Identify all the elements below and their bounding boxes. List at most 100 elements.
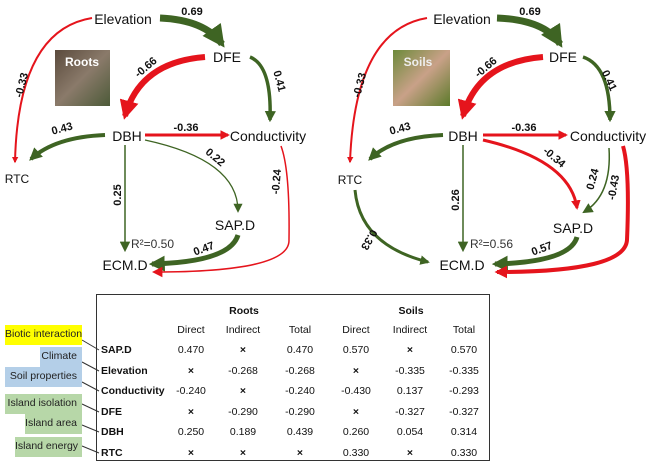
category-soil-properties: Soil properties [5, 367, 82, 387]
category-island-isolation: Island isolation [5, 394, 82, 414]
table-cell: -0.430 [341, 385, 371, 397]
node-conductivity: Conductivity [570, 128, 646, 144]
row-label: RTC [101, 446, 123, 459]
soils-diagram: Soils Elevation DFE DBH Conductivity RTC… [338, 6, 646, 279]
table-cell: × [239, 446, 247, 459]
row-label: DBH [101, 426, 124, 438]
group-header-roots: Roots [229, 305, 259, 317]
table-cell: 0.314 [450, 426, 478, 438]
coef-conductivity-ecmd: -0.24 [270, 168, 284, 195]
column-header-direct: Direct [177, 324, 205, 336]
edge-elevation-rtc [11, 17, 93, 164]
edge-dbh-rtc [368, 133, 444, 161]
coef-elevation-dfe: 0.69 [519, 6, 540, 18]
table-cell: -0.240 [285, 385, 315, 397]
edge-elevation-dfe [159, 14, 225, 48]
node-conductivity: Conductivity [230, 128, 306, 144]
column-header-indirect: Indirect [392, 324, 428, 336]
row-label: Elevation [101, 364, 148, 377]
roots-photo-label: Roots [65, 55, 99, 69]
node-dbh: DBH [448, 128, 478, 144]
node-sapd: SAP.D [215, 217, 255, 233]
table-cell: × [187, 405, 195, 418]
coef-dfe-conductivity: 0.41 [599, 68, 619, 92]
node-rtc: RTC [5, 172, 30, 186]
edge-conductivity-ecmd [151, 145, 290, 278]
table-cell: 0.189 [229, 426, 257, 438]
table-cell: × [239, 344, 247, 356]
coef-conductivity-ecmd: -0.43 [606, 174, 622, 201]
group-header-soils: Soils [398, 305, 424, 317]
table-cell: 0.330 [342, 446, 370, 459]
table-cell: 0.137 [396, 385, 424, 397]
edge-conductivity-sapd [582, 147, 611, 214]
table-cell: × [406, 446, 414, 459]
coef-elevation-rtc: -0.33 [13, 72, 31, 99]
edge-conductivity-ecmd [494, 145, 630, 279]
column-header-direct: Direct [342, 324, 370, 336]
coef-elevation-dfe: 0.69 [181, 6, 202, 18]
table-cell: 0.054 [396, 426, 424, 438]
soils-photo [393, 50, 450, 106]
category-island-energy: Island energy [15, 437, 82, 457]
table-cell: -0.335 [449, 364, 479, 377]
roots-diagram: Roots Elevation DFE DBH Conductivity RTC… [5, 6, 306, 278]
coef-rtc-ecmd: 0.33 [358, 227, 379, 252]
table-cell: 0.470 [177, 344, 205, 356]
effects-table: Roots Soils Direct Indirect Total Direct Ind… [96, 294, 490, 461]
node-sapd: SAP.D [553, 220, 593, 236]
r-squared: R²=0.50 [131, 237, 174, 251]
r-squared: R²=0.56 [470, 237, 513, 251]
node-ecmd: ECM.D [439, 257, 484, 273]
edge-elevation-dfe [496, 14, 563, 48]
node-rtc: RTC [338, 173, 363, 187]
table-cell: -0.268 [285, 364, 315, 377]
table-cell: × [187, 364, 195, 377]
coef-dbh-conductivity: -0.36 [511, 122, 536, 134]
edge-rtc-ecmd [353, 189, 430, 265]
node-elevation: Elevation [433, 11, 491, 27]
edge-dfe-dbh [457, 54, 544, 120]
coef-dbh-sapd: -0.34 [540, 145, 568, 171]
table-cell: 0.330 [450, 446, 478, 459]
table-cell: × [239, 385, 247, 397]
coef-conductivity-sapd: 0.24 [585, 166, 602, 191]
coef-dbh-ecmd: 0.26 [450, 189, 462, 210]
table-cell: 0.470 [286, 344, 314, 356]
table-cell: -0.335 [395, 364, 425, 377]
coef-dbh-ecmd: 0.25 [112, 184, 124, 205]
table-cell: -0.327 [395, 405, 425, 418]
table-cell: -0.327 [449, 405, 479, 418]
table-cell: -0.290 [228, 405, 258, 418]
row-label: SAP.D [101, 344, 132, 356]
coef-dbh-sapd: 0.22 [203, 146, 227, 169]
coef-dbh-conductivity: -0.36 [173, 122, 198, 134]
edge-dbh-rtc [29, 133, 106, 161]
table-cell: 0.439 [286, 426, 314, 438]
table-cell: -0.268 [228, 364, 258, 377]
table-cell: × [296, 446, 304, 459]
edge-dbh-sapd [144, 139, 243, 213]
edge-dfe-conductivity [249, 55, 276, 123]
table-cell: × [406, 344, 414, 356]
table-cell: -0.290 [285, 405, 315, 418]
coef-dbh-rtc: 0.43 [388, 121, 412, 138]
table-cell: 0.260 [342, 426, 370, 438]
table-cell: × [187, 446, 195, 459]
edge-dbh-sapd [482, 138, 581, 210]
node-dfe: DFE [549, 49, 577, 65]
table-cell: 0.570 [450, 344, 478, 356]
node-dbh: DBH [112, 128, 142, 144]
edge-dfe-dbh [119, 54, 206, 120]
category-biotic-interaction: Biotic interaction [5, 325, 82, 345]
node-dfe: DFE [213, 49, 241, 65]
column-header-total: Total [452, 324, 476, 336]
column-header-indirect: Indirect [225, 324, 261, 336]
roots-photo [55, 50, 110, 106]
table-cell: 0.250 [177, 426, 205, 438]
table-cell: 0.570 [342, 344, 370, 356]
row-label: DFE [101, 405, 122, 418]
category-climate: Climate [40, 347, 82, 367]
edge-dfe-conductivity [582, 55, 616, 123]
